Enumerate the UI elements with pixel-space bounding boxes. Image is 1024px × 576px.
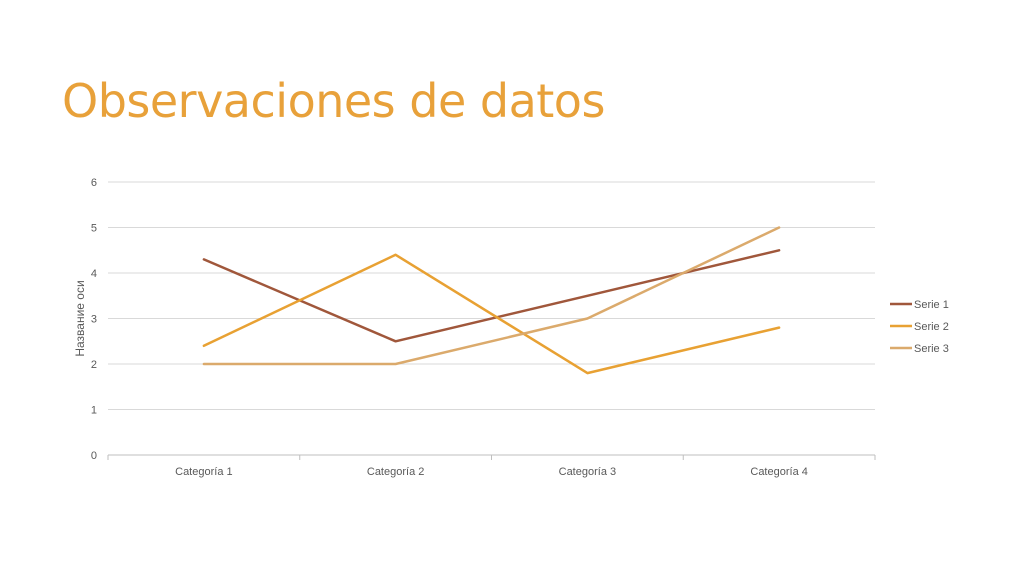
legend-label: Serie 3: [914, 343, 949, 355]
series-line-1: [202, 249, 781, 343]
x-tick-label: Categoría 4: [750, 466, 807, 478]
x-tick-label: Categoría 1: [175, 466, 232, 478]
legend-label: Serie 1: [914, 299, 949, 311]
legend: Serie 1 Serie 2 Serie 3: [890, 299, 949, 355]
series-line-2: [202, 253, 781, 375]
x-tick-label: Categoría 2: [367, 466, 424, 478]
series-line-3: [202, 226, 781, 366]
slide-title: Observaciones de datos: [62, 74, 605, 128]
y-axis-title: Название оси: [73, 280, 87, 356]
y-tick-label: 6: [91, 177, 97, 189]
axes: 0 1 2 3 4 5 6 Categoría 1 Categoría 2 Categoría 3…: [73, 177, 876, 478]
y-tick-label: 1: [91, 405, 97, 417]
gridlines: [108, 181, 875, 410]
y-tick-label: 4: [91, 268, 97, 280]
legend-label: Serie 2: [914, 321, 949, 333]
y-tick-label: 0: [91, 450, 97, 462]
series-lines: [202, 226, 781, 375]
x-tick-label: Categoría 3: [559, 466, 616, 478]
y-tick-label: 2: [91, 359, 97, 371]
y-tick-label: 3: [91, 314, 97, 326]
y-tick-label: 5: [91, 223, 97, 235]
